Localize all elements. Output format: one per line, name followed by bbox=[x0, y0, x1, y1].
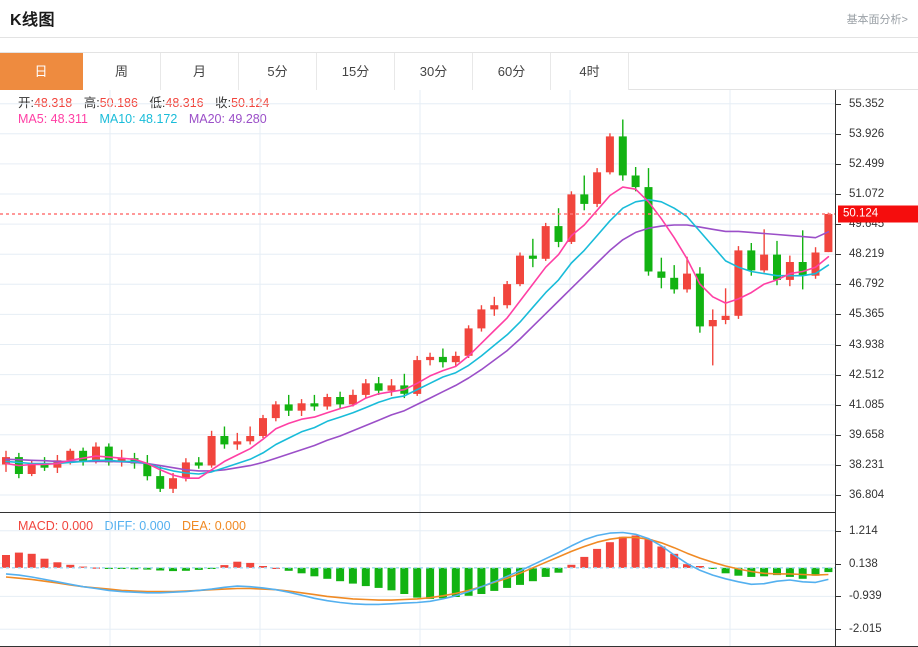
price-tick-mark bbox=[835, 495, 841, 496]
macd-tick-mark bbox=[835, 596, 841, 598]
price-tick: 41.085 bbox=[849, 398, 885, 411]
low-value: 48.316 bbox=[165, 96, 204, 110]
ma20-label: MA20: bbox=[188, 112, 225, 126]
tab-6[interactable]: 60分 bbox=[473, 53, 551, 90]
macd-chart[interactable] bbox=[0, 513, 835, 647]
tab-4[interactable]: 15分 bbox=[317, 53, 395, 90]
tab-label: 5分 bbox=[267, 64, 288, 79]
price-tick-mark bbox=[835, 224, 841, 226]
low-label: 低: bbox=[149, 96, 166, 110]
timeframe-tab-bar: 日 周 月 5分 15分 30分 60分 4时 bbox=[0, 52, 918, 90]
price-tick-mark bbox=[835, 314, 841, 316]
price-tick: 48.219 bbox=[849, 248, 885, 261]
header-divider bbox=[0, 37, 918, 38]
moving-average-row: MA5: 48.311 MA10: 48.172 MA20: 49.280 bbox=[18, 112, 267, 126]
price-tick: 38.231 bbox=[849, 458, 885, 471]
page-header: K线图 基本面分析> bbox=[0, 0, 918, 38]
dea-value: 0.000 bbox=[214, 519, 246, 533]
price-tick-mark bbox=[835, 344, 841, 346]
diff-label: DIFF: bbox=[104, 519, 136, 533]
high-label: 高: bbox=[83, 96, 100, 110]
price-tick: 55.352 bbox=[849, 97, 885, 110]
price-tick-mark bbox=[835, 434, 841, 436]
macd-label: MACD: bbox=[18, 519, 59, 533]
tab-5[interactable]: 30分 bbox=[395, 53, 473, 90]
price-tick: 51.072 bbox=[849, 187, 885, 200]
tab-label: 60分 bbox=[497, 64, 526, 79]
close-label: 收: bbox=[215, 96, 232, 110]
ma20-value: 49.280 bbox=[228, 112, 267, 126]
open-value: 48.318 bbox=[33, 96, 73, 110]
price-tick-mark bbox=[835, 133, 841, 135]
price-tick-mark bbox=[835, 254, 841, 256]
price-tick-mark bbox=[835, 374, 841, 376]
price-tick: 36.804 bbox=[849, 489, 885, 502]
tab-label: 30分 bbox=[419, 64, 448, 79]
chart-right-border bbox=[835, 90, 836, 647]
macd-svg bbox=[0, 513, 835, 647]
tab-label: 月 bbox=[192, 64, 206, 79]
price-tick-mark bbox=[835, 464, 841, 466]
macd-tick: -0.939 bbox=[849, 590, 882, 603]
macd-tick-mark bbox=[835, 530, 841, 532]
price-tick: 42.512 bbox=[849, 368, 885, 381]
last-price-tag: 50.124 bbox=[838, 205, 918, 223]
ma5-value: 48.311 bbox=[50, 112, 88, 126]
page-title: K线图 bbox=[10, 12, 56, 29]
macd-tick-mark bbox=[835, 629, 841, 631]
tab-label: 15分 bbox=[341, 64, 370, 79]
tab-label: 周 bbox=[114, 64, 128, 79]
tab-0[interactable]: 日 bbox=[0, 53, 83, 90]
tab-label: 日 bbox=[34, 64, 48, 79]
price-tick: 52.499 bbox=[849, 157, 885, 170]
open-label: 开: bbox=[18, 96, 34, 110]
price-tick-mark bbox=[835, 194, 841, 195]
price-tick: 46.792 bbox=[849, 278, 885, 291]
macd-legend: MACD: 0.000 DIFF: 0.000 DEA: 0.000 bbox=[18, 519, 246, 533]
macd-tick: 1.214 bbox=[849, 524, 878, 537]
price-tick: 53.926 bbox=[849, 127, 885, 140]
price-tick-mark bbox=[835, 103, 841, 105]
price-tick-mark bbox=[835, 404, 841, 406]
fundamental-analysis-link[interactable]: 基本面分析> bbox=[846, 14, 908, 26]
tab-7[interactable]: 4时 bbox=[551, 53, 629, 90]
price-axis: 55.352 53.926 52.499 51.072 49.645 48.219 46.7… bbox=[835, 90, 918, 512]
tab-3[interactable]: 5分 bbox=[239, 53, 317, 90]
macd-tick-mark bbox=[835, 563, 841, 565]
macd-axis: 1.214 0.138 -0.939 -2.015 bbox=[835, 513, 918, 647]
price-tick-mark bbox=[835, 163, 841, 165]
macd-tick: 0.138 bbox=[849, 557, 878, 570]
ma5-label: MA5: bbox=[18, 112, 48, 126]
ma10-value: 48.172 bbox=[139, 112, 178, 126]
candlestick-chart[interactable] bbox=[0, 90, 835, 512]
price-tick: 45.365 bbox=[849, 308, 885, 321]
price-tick-mark bbox=[835, 284, 841, 286]
candlestick-svg bbox=[0, 90, 835, 512]
high-value: 50.186 bbox=[99, 96, 138, 110]
dea-label: DEA: bbox=[182, 519, 212, 533]
panel-divider bbox=[0, 512, 835, 513]
price-tick: 43.938 bbox=[849, 338, 885, 351]
ma10-label: MA10: bbox=[99, 112, 136, 126]
macd-value: 0.000 bbox=[61, 519, 94, 533]
price-tick: 39.658 bbox=[849, 428, 885, 441]
tab-label: 4时 bbox=[579, 64, 600, 79]
diff-value: 0.000 bbox=[139, 519, 171, 533]
macd-tick: -2.015 bbox=[849, 623, 882, 636]
tab-2[interactable]: 月 bbox=[161, 53, 239, 90]
tab-1[interactable]: 周 bbox=[83, 53, 161, 90]
